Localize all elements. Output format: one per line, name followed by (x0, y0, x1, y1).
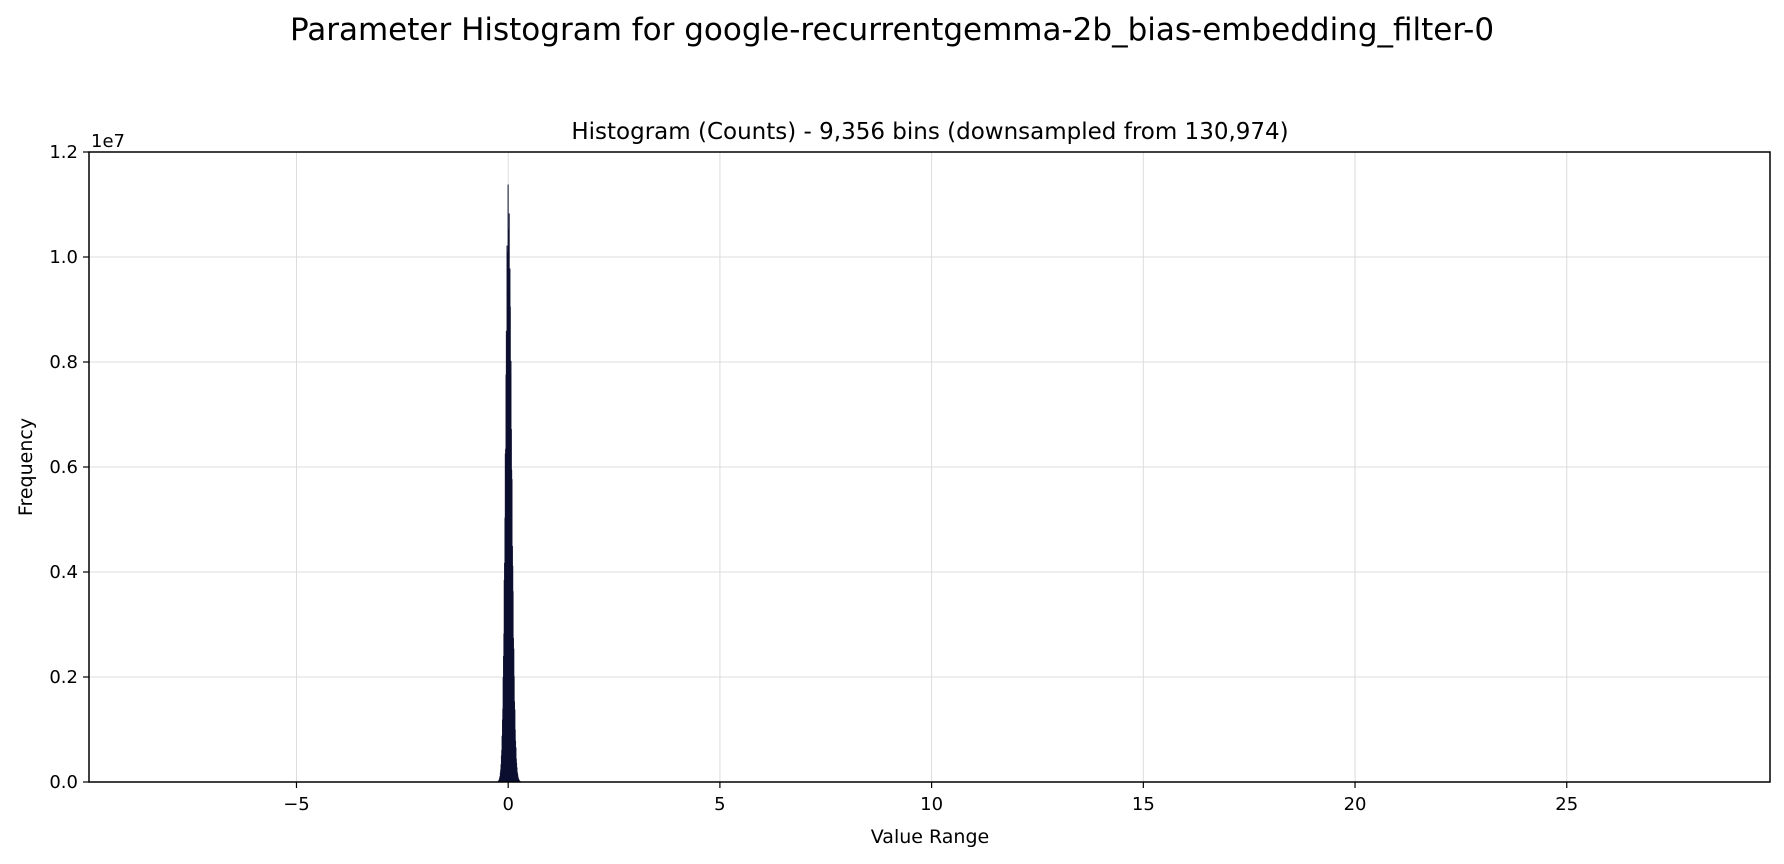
y-axis-ticks: 0.0 0.2 0.4 0.6 0.8 1.0 1.2 (49, 142, 89, 793)
y-tick-label: 0.2 (49, 667, 78, 688)
histogram-bars (496, 185, 522, 782)
y-tick-label: 0.4 (49, 562, 78, 583)
y-axis-offset-label: 1e7 (91, 131, 125, 152)
chart-title: Histogram (Counts) - 9,356 bins (downsam… (571, 119, 1288, 145)
x-tick-label: 10 (920, 794, 943, 815)
y-tick-label: 1.0 (49, 247, 78, 268)
x-tick-label: −5 (283, 794, 310, 815)
figure-title: Parameter Histogram for google-recurrent… (290, 12, 1494, 48)
y-tick-label: 1.2 (49, 142, 78, 163)
y-tick-label: 0.6 (49, 457, 78, 478)
x-tick-label: 20 (1344, 794, 1367, 815)
x-tick-label: 0 (502, 794, 513, 815)
x-tick-label: 25 (1555, 794, 1578, 815)
y-tick-label: 0.0 (49, 772, 78, 793)
x-tick-label: 15 (1132, 794, 1155, 815)
grid-lines (89, 152, 1770, 782)
y-tick-label: 0.8 (49, 352, 78, 373)
x-tick-label: 5 (714, 794, 725, 815)
x-axis-ticks: −5 0 5 10 15 20 25 (283, 782, 1578, 815)
y-axis-label: Frequency (15, 418, 37, 516)
x-axis-label: Value Range (871, 826, 989, 848)
